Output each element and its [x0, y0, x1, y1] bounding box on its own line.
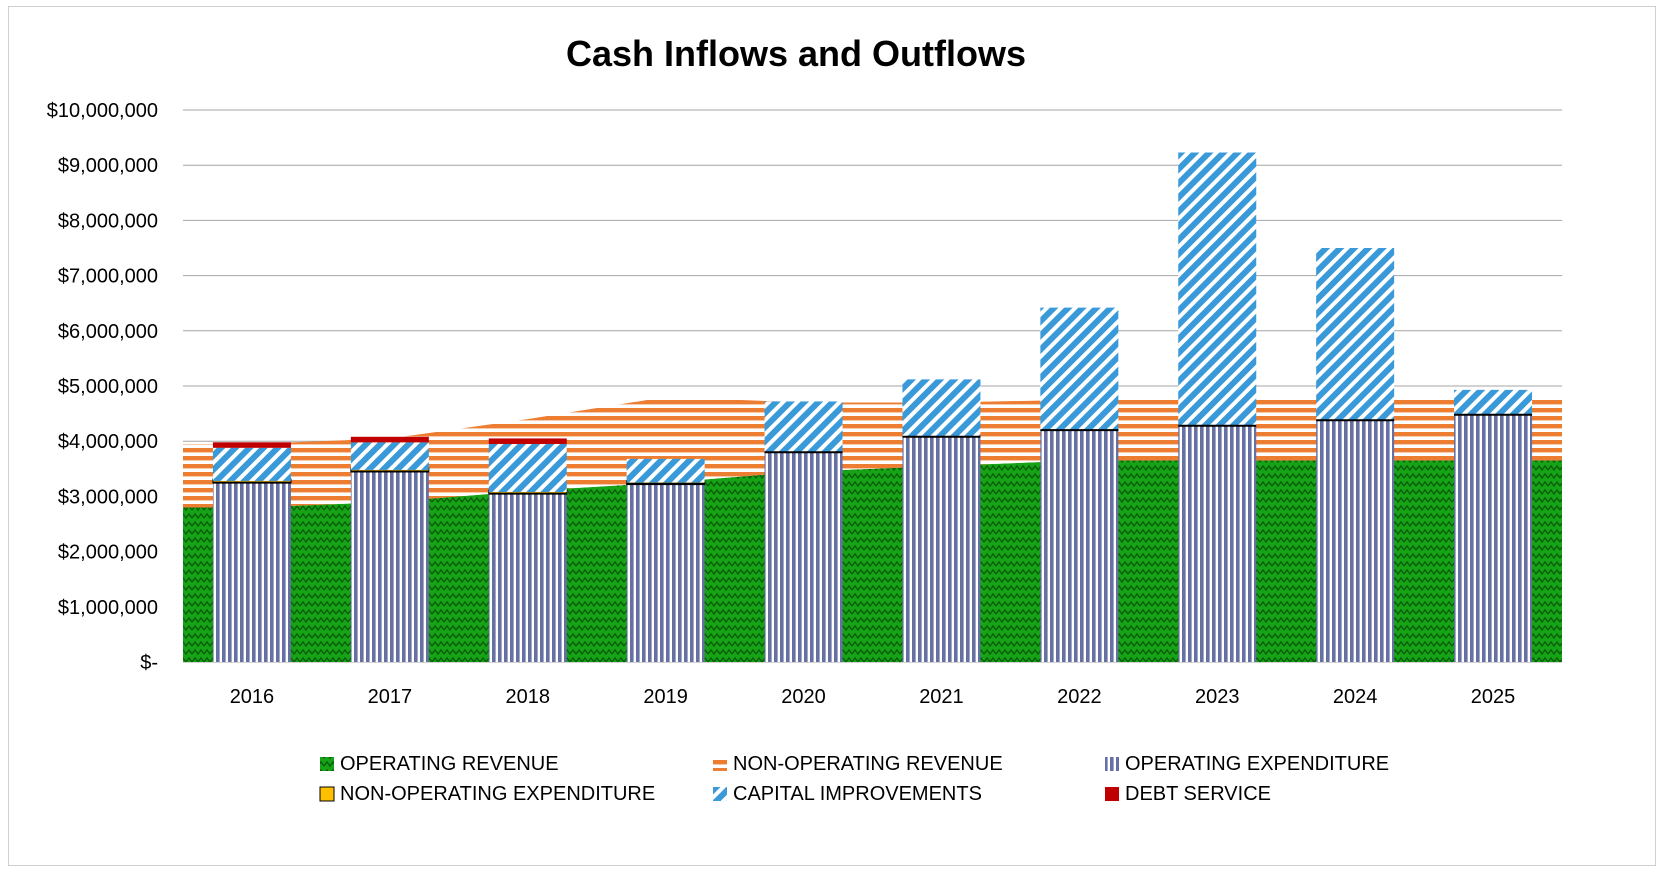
bar-capital-improvements-2020 — [764, 401, 843, 453]
bar-operating-expenditure-2016 — [212, 482, 291, 662]
legend-swatch — [320, 757, 334, 771]
bar-operating-expenditure-2019 — [626, 483, 705, 662]
x-tick-label: 2023 — [1195, 686, 1240, 708]
bar-debt-service-2016 — [212, 442, 291, 448]
y-tick-label: $9,000,000 — [58, 155, 158, 177]
x-tick-label: 2019 — [643, 686, 688, 708]
legend-label: CAPITAL IMPROVEMENTS — [733, 783, 982, 805]
bar-capital-improvements-2018 — [488, 443, 567, 492]
bar-capital-improvements-2025 — [1454, 389, 1533, 415]
bar-capital-improvements-2024 — [1316, 248, 1395, 421]
y-tick-label: $10,000,000 — [47, 100, 158, 122]
bar-debt-service-2017 — [350, 436, 429, 443]
bar-capital-improvements-2021 — [902, 379, 981, 437]
bar-operating-expenditure-2017 — [350, 471, 429, 662]
x-axis-ticks: 2016 2017 2018 2019 2020 2021 2022 2023 2024 2025 — [230, 686, 1516, 708]
y-tick-label: $3,000,000 — [58, 486, 158, 508]
legend: OPERATING REVENUE NON-OPERATING REVENUE OP… — [319, 753, 1389, 805]
x-tick-label: 2021 — [919, 686, 964, 708]
legend-swatch — [1105, 757, 1119, 771]
bar-debt-service-2018 — [488, 438, 567, 444]
x-tick-label: 2024 — [1333, 686, 1378, 708]
x-tick-label: 2016 — [230, 686, 275, 708]
bar-operating-expenditure-2022 — [1040, 430, 1119, 662]
bar-operating-expenditure-2024 — [1316, 420, 1395, 662]
legend-label: DEBT SERVICE — [1125, 783, 1271, 805]
y-tick-label: $7,000,000 — [58, 266, 158, 288]
y-tick-label: $4,000,000 — [58, 431, 158, 453]
bar-operating-expenditure-2021 — [902, 436, 981, 662]
x-tick-label: 2022 — [1057, 686, 1102, 708]
bar-operating-expenditure-2023 — [1178, 425, 1257, 662]
y-tick-label: $2,000,000 — [58, 542, 158, 564]
x-tick-label: 2020 — [781, 686, 826, 708]
chart-title: Cash Inflows and Outflows — [566, 33, 1026, 74]
legend-label: OPERATING EXPENDITURE — [1125, 753, 1389, 775]
x-tick-label: 2018 — [506, 686, 551, 708]
bar-operating-expenditure-2020 — [764, 452, 843, 662]
bar-operating-expenditure-2025 — [1454, 414, 1533, 662]
y-tick-label: $8,000,000 — [58, 210, 158, 232]
bar-capital-improvements-2019 — [626, 458, 705, 483]
y-tick-label: $6,000,000 — [58, 321, 158, 343]
x-tick-label: 2017 — [368, 686, 413, 708]
bar-capital-improvements-2023 — [1178, 152, 1257, 426]
y-tick-label: $1,000,000 — [58, 597, 158, 619]
bar-capital-improvements-2016 — [212, 447, 291, 481]
legend-label: NON-OPERATING EXPENDITURE — [340, 783, 655, 805]
bar-capital-improvements-2017 — [350, 442, 429, 470]
legend-swatch — [713, 757, 727, 771]
legend-label: OPERATING REVENUE — [340, 753, 559, 775]
y-tick-label: $5,000,000 — [58, 376, 158, 398]
x-tick-label: 2025 — [1471, 686, 1516, 708]
legend-swatch — [713, 787, 727, 801]
bar-operating-expenditure-2018 — [488, 493, 567, 662]
legend-swatch — [319, 786, 335, 802]
bar-capital-improvements-2022 — [1040, 307, 1119, 431]
y-tick-label: $- — [140, 652, 158, 674]
legend-swatch — [1105, 787, 1119, 801]
bar-series — [212, 152, 1533, 662]
y-axis-ticks: $- $1,000,000 $2,000,000 $3,000,000 $4,000,0… — [47, 100, 158, 674]
legend-label: NON-OPERATING REVENUE — [733, 753, 1003, 775]
